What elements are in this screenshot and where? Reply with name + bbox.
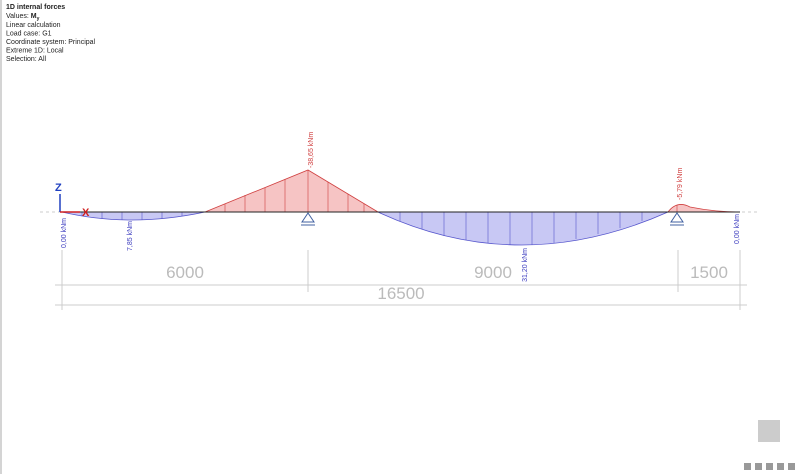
span-dimension: 6000 (166, 263, 204, 282)
values-label: Values: (6, 13, 29, 20)
view-cube[interactable] (758, 420, 780, 442)
hatching (224, 170, 678, 212)
span-dimension: 1500 (690, 263, 728, 282)
moment-label: 0,00 kNm (61, 218, 68, 248)
span-dimension: 9000 (474, 263, 512, 282)
moment-label: -5,79 kNm (677, 168, 684, 200)
quantity: M (31, 13, 37, 20)
header-title: 1D internal forces (6, 4, 65, 11)
axis-z: Z (55, 182, 62, 194)
header-line: Linear calculation (6, 22, 61, 29)
header-line: Extreme 1D: Local (6, 48, 64, 55)
quantity-sub: y (37, 16, 40, 22)
coordinate-axes: Z X (55, 182, 90, 219)
sagging-area (61, 211, 206, 221)
header-line: Selection: All (6, 56, 47, 63)
supports (301, 212, 684, 226)
moment-label: 0,00 kNm (734, 214, 741, 244)
hatching (81, 212, 643, 245)
header-line: Coordinate system: Principal (6, 39, 96, 46)
moment-label: 31,20 kNm (522, 248, 529, 282)
total-dimension: 16500 (377, 284, 424, 303)
hogging-area (204, 169, 380, 213)
moment-label: -38,65 kNm (308, 132, 315, 168)
header-line: Load case: G1 (6, 31, 52, 38)
values-line: Values: My (6, 13, 40, 22)
hogging-area (667, 204, 741, 213)
dimension-lines (55, 250, 747, 310)
sagging-area (377, 211, 669, 246)
axis-x: X (82, 207, 90, 219)
moment-label: 7,85 kNm (127, 221, 134, 251)
toolbar-icons[interactable] (744, 463, 795, 470)
